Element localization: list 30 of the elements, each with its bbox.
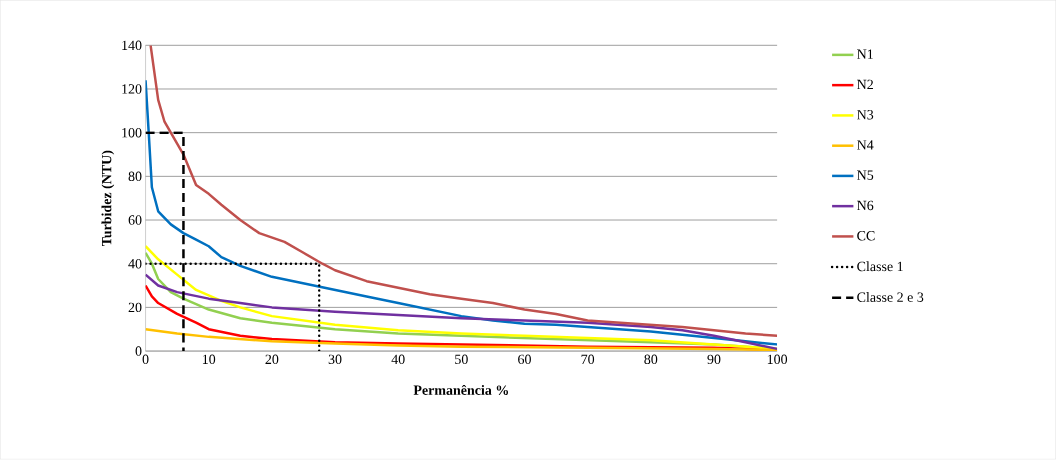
x-tick-label: 30 xyxy=(328,354,342,365)
x-tick-label: 10 xyxy=(202,354,216,365)
legend-label: N1 xyxy=(857,49,873,59)
legend-label: N3 xyxy=(857,110,874,120)
y-tick-label: 80 xyxy=(128,171,142,182)
x-tick-label: 100 xyxy=(767,354,788,365)
legend-label: Classe 1 xyxy=(857,261,903,272)
y-axis-title: Turbidez (NTU) xyxy=(101,150,115,247)
legend-label: N5 xyxy=(857,170,874,181)
x-tick-label: 40 xyxy=(391,354,405,365)
y-tick-label: 0 xyxy=(135,346,142,357)
x-tick-label: 80 xyxy=(644,354,658,365)
x-tick-label: 0 xyxy=(142,354,149,365)
y-tick-label: 100 xyxy=(122,128,142,138)
y-tick-label: 60 xyxy=(128,215,142,225)
x-tick-label: 60 xyxy=(518,354,531,365)
legend-label: N6 xyxy=(857,201,874,211)
y-tick-label: 140 xyxy=(122,40,142,51)
x-tick-label: 50 xyxy=(455,354,468,365)
x-tick-label: 90 xyxy=(707,354,721,365)
legend-label: Classe 2 e 3 xyxy=(857,292,924,303)
x-tick-label: 20 xyxy=(265,354,279,365)
x-tick-label: 70 xyxy=(581,354,595,365)
legend-label: N4 xyxy=(857,140,874,150)
y-tick-label: 40 xyxy=(128,259,142,269)
legend-label: CC xyxy=(857,231,875,241)
y-tick-label: 120 xyxy=(122,84,142,94)
x-axis-title: Permanência % xyxy=(413,385,508,396)
legend-label: N2 xyxy=(857,80,873,90)
y-tick-label: 20 xyxy=(128,302,142,313)
